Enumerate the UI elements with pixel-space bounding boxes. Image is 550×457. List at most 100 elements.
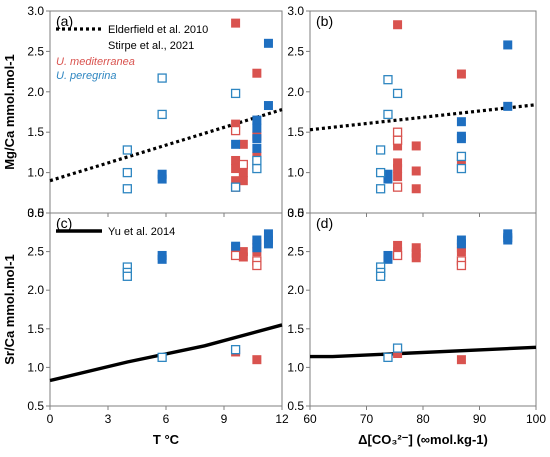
plot-frame <box>49 212 283 407</box>
data-point <box>456 239 466 249</box>
legend-label: Elderfield et al. 2010 <box>108 24 208 36</box>
data-point <box>411 184 421 194</box>
data-point <box>375 271 386 281</box>
data-point <box>252 235 262 245</box>
y-tick-label: 2.5 <box>27 44 44 58</box>
data-point <box>456 69 466 79</box>
legend-label: U. peregrina <box>56 70 117 82</box>
legend: Yu et al. 2014 <box>56 226 175 238</box>
data-point <box>238 176 248 186</box>
data-point <box>375 167 386 178</box>
panel-label: (c) <box>56 215 72 231</box>
y-tick-label: 3.0 <box>27 206 44 220</box>
data-point <box>456 247 466 257</box>
y-tick-label: 0.5 <box>27 399 44 413</box>
data-point <box>122 271 132 281</box>
y-tick-label: 0.5 <box>287 206 304 220</box>
data-point <box>383 352 393 363</box>
data-point <box>392 127 403 137</box>
x-tick-label: 60 <box>303 412 317 426</box>
legend-label: U. mediterranea <box>56 56 135 68</box>
data-point <box>375 145 386 155</box>
plot-frame <box>309 212 537 407</box>
data-point <box>252 143 262 153</box>
y-tick-label: 3.0 <box>27 4 44 18</box>
data-point <box>392 343 403 353</box>
data-point <box>122 184 132 194</box>
y-tick-label: 1.5 <box>287 322 304 336</box>
data-point <box>157 109 167 120</box>
panel-label: (a) <box>56 13 73 29</box>
y-tick-label: 3.0 <box>287 206 304 220</box>
data-point <box>456 117 466 127</box>
x-axis-label: T °C <box>153 432 180 447</box>
data-point <box>456 134 466 144</box>
data-point <box>230 182 241 192</box>
data-point <box>456 163 467 174</box>
data-point <box>393 164 403 174</box>
y-tick-label: 0.5 <box>287 399 304 413</box>
x-tick-label: 3 <box>105 412 112 426</box>
data-point <box>230 250 241 261</box>
y-tick-label: 1.5 <box>287 125 304 139</box>
legend-label: Stirpe et al., 2021 <box>108 40 194 52</box>
y-tick-label: 1.0 <box>27 166 44 180</box>
x-tick-label: 12 <box>275 412 289 426</box>
data-point <box>252 355 262 365</box>
data-point <box>231 241 241 251</box>
data-point <box>231 139 241 149</box>
x-tick-label: 70 <box>360 412 374 426</box>
data-point <box>393 172 403 182</box>
data-point <box>252 243 262 253</box>
data-point <box>411 166 421 176</box>
data-point <box>252 123 262 133</box>
x-tick-label: 0 <box>47 412 54 426</box>
y-tick-label: 2.0 <box>27 85 44 99</box>
data-point <box>252 260 262 271</box>
data-point <box>392 182 403 192</box>
data-point <box>503 235 513 245</box>
y-tick-label: 1.5 <box>27 322 44 336</box>
data-point <box>263 239 273 249</box>
data-point <box>238 159 248 170</box>
y-tick-label: 0.5 <box>27 206 44 220</box>
data-point <box>231 155 241 165</box>
data-point <box>122 167 132 178</box>
data-point <box>231 18 241 28</box>
y-tick-label: 2.5 <box>287 44 304 58</box>
data-point <box>375 184 386 194</box>
y-axis-label: Sr/Ca mmol.mol-1 <box>2 254 17 365</box>
y-tick-label: 1.0 <box>287 360 304 374</box>
data-point <box>503 101 513 111</box>
data-point <box>383 254 393 264</box>
data-point <box>411 253 421 263</box>
panel-a: 0.5 1.0 1.5 2.0 2.5 3.0 (a) Mg/Ca mmol.mol-1 Eld… <box>2 4 283 220</box>
x-tick-label: 100 <box>526 412 546 426</box>
y-tick-label: 2.5 <box>27 245 44 259</box>
panel-label: (d) <box>316 215 333 231</box>
data-point <box>392 88 403 99</box>
plot-frame <box>309 10 537 214</box>
y-axis-label: Mg/Ca mmol.mol-1 <box>2 54 17 170</box>
legend-label: Yu et al. 2014 <box>108 226 175 238</box>
panel-label: (b) <box>316 13 333 29</box>
y-tick-label: 3.0 <box>287 4 304 18</box>
x-tick-label: 9 <box>221 412 228 426</box>
data-point <box>263 38 273 48</box>
data-point <box>383 174 393 184</box>
y-tick-label: 2.5 <box>287 245 304 259</box>
data-point <box>252 68 262 78</box>
x-tick-label: 80 <box>416 412 430 426</box>
data-point <box>456 151 467 162</box>
legend: Elderfield et al. 2010 Stirpe et al., 202… <box>56 24 208 82</box>
y-tick-label: 1.0 <box>27 360 44 374</box>
panel-b: 0.5 1.0 1.5 2.0 2.5 3.0 (b) <box>287 4 537 220</box>
data-point <box>393 20 403 30</box>
data-point <box>263 101 273 111</box>
data-point <box>157 352 167 363</box>
data-point <box>230 88 241 99</box>
data-point <box>392 250 403 261</box>
data-point <box>230 344 241 355</box>
y-tick-label: 2.0 <box>287 283 304 297</box>
